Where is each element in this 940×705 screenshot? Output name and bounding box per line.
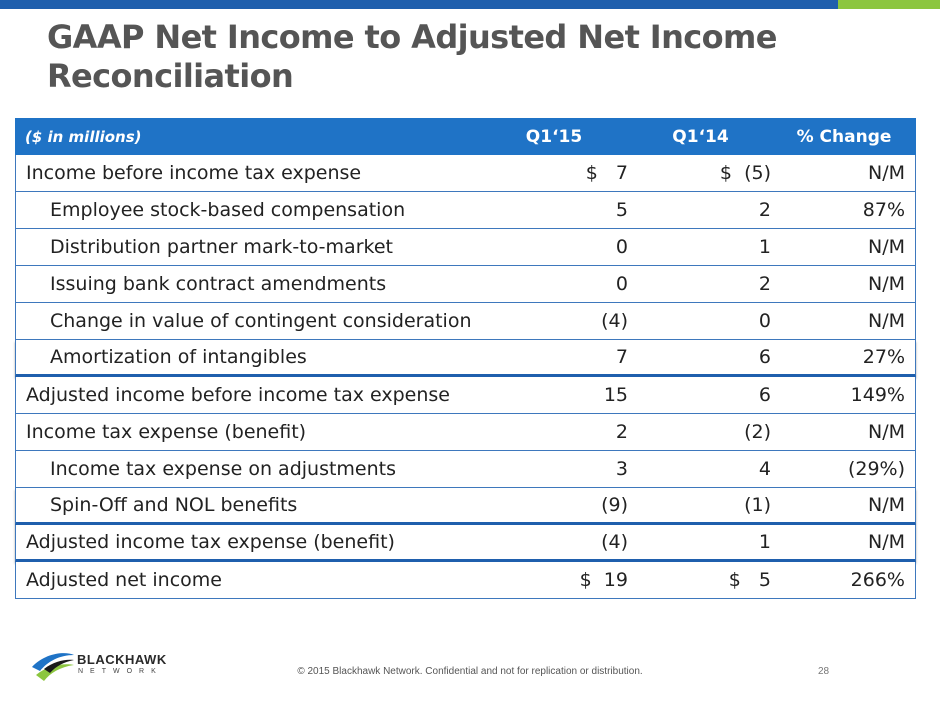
cell-q1-15: 5 (615, 199, 628, 221)
table-row: Income before income tax expense $ 7 $ (… (15, 155, 916, 192)
cell-change: N/M (867, 531, 905, 553)
table-row: Change in value of contingent considerat… (15, 303, 916, 340)
column-header-change: % Change (796, 126, 892, 147)
reconciliation-table: ($ in millions) Q1‘15 Q1‘14 % Change Inc… (15, 118, 916, 599)
column-header-q1-14: Q1‘14 (672, 126, 729, 147)
blackhawk-logo-icon (32, 653, 74, 681)
cell-change: N/M (867, 162, 905, 184)
cell-q1-15: 0 (615, 273, 628, 295)
logo-subtext: NETWORK (78, 668, 163, 675)
cell-q1-14: 0 (758, 310, 771, 332)
row-label: Adjusted income tax expense (benefit) (26, 531, 395, 553)
table-row: Distribution partner mark-to-market 0 1 … (15, 229, 916, 266)
table-row: Employee stock-based compensation 5 2 87… (15, 192, 916, 229)
row-label: Amortization of intangibles (50, 346, 307, 368)
cell-change: 149% (850, 384, 905, 406)
cell-q1-14: 6 (758, 346, 771, 368)
cell-q1-14: 4 (758, 458, 771, 480)
row-label: Issuing bank contract amendments (50, 273, 387, 295)
units-label: ($ in millions) (25, 127, 142, 146)
row-label: Income tax expense on adjustments (50, 458, 397, 480)
cell-q1-15: $ 7 (585, 162, 628, 184)
row-label: Employee stock-based compensation (50, 199, 406, 221)
copyright-footer: © 2015 Blackhawk Network. Confidential a… (297, 666, 643, 677)
cell-q1-15: 0 (615, 236, 628, 258)
column-header-q1-15: Q1‘15 (525, 126, 583, 147)
cell-q1-14: $ 5 (728, 569, 771, 591)
row-label: Income before income tax expense (26, 162, 362, 184)
table-row: Amortization of intangibles 7 6 27% (15, 340, 916, 377)
table-row: Adjusted income tax expense (benefit) (4… (15, 525, 916, 562)
cell-change: N/M (867, 494, 905, 516)
cell-q1-15: (4) (601, 310, 628, 332)
top-accent-bar-blue (0, 0, 838, 9)
cell-q1-14: $ (5) (719, 162, 771, 184)
table-row: Issuing bank contract amendments 0 2 N/M (15, 266, 916, 303)
cell-change: N/M (867, 310, 905, 332)
slide-title: GAAP Net Income to Adjusted Net Income R… (47, 18, 777, 95)
cell-q1-15: 3 (615, 458, 628, 480)
table-row: Adjusted net income $ 19 $ 5 266% (15, 562, 916, 599)
cell-q1-14: 2 (758, 199, 771, 221)
page-number: 28 (818, 666, 830, 677)
table-row: Income tax expense on adjustments 3 4 (2… (15, 451, 916, 488)
table-header: ($ in millions) Q1‘15 Q1‘14 % Change (15, 118, 916, 155)
cell-change: 27% (862, 346, 905, 368)
row-label: Adjusted income before income tax expens… (26, 384, 450, 406)
cell-change: N/M (867, 273, 905, 295)
cell-q1-15: (4) (601, 531, 628, 553)
cell-change: 266% (850, 569, 905, 591)
cell-q1-15: 2 (615, 421, 628, 443)
cell-q1-15: (9) (601, 494, 628, 516)
table-row: Spin-Off and NOL benefits (9) (1) N/M (15, 488, 916, 525)
cell-q1-14: 6 (758, 384, 771, 406)
cell-change: 87% (862, 199, 905, 221)
cell-q1-14: 1 (758, 531, 771, 553)
top-accent-bar-green (838, 0, 940, 9)
cell-q1-14: 1 (758, 236, 771, 258)
cell-q1-15: 15 (603, 384, 628, 406)
row-label: Change in value of contingent considerat… (50, 310, 472, 332)
cell-q1-14: (2) (744, 421, 771, 443)
cell-q1-14: 2 (758, 273, 771, 295)
logo-wordmark: BLACKHAWK (77, 652, 167, 667)
row-label: Spin-Off and NOL benefits (50, 494, 298, 516)
table-row: Income tax expense (benefit) 2 (2) N/M (15, 414, 916, 451)
row-label: Adjusted net income (26, 569, 222, 591)
row-label: Income tax expense (benefit) (26, 421, 307, 443)
cell-change: N/M (867, 236, 905, 258)
cell-q1-14: (1) (744, 494, 771, 516)
row-label: Distribution partner mark-to-market (50, 236, 393, 258)
cell-change: N/M (867, 421, 905, 443)
cell-q1-15: 7 (615, 346, 628, 368)
table-row: Adjusted income before income tax expens… (15, 377, 916, 414)
cell-q1-15: $ 19 (579, 569, 628, 591)
cell-change: (29%) (847, 458, 905, 480)
